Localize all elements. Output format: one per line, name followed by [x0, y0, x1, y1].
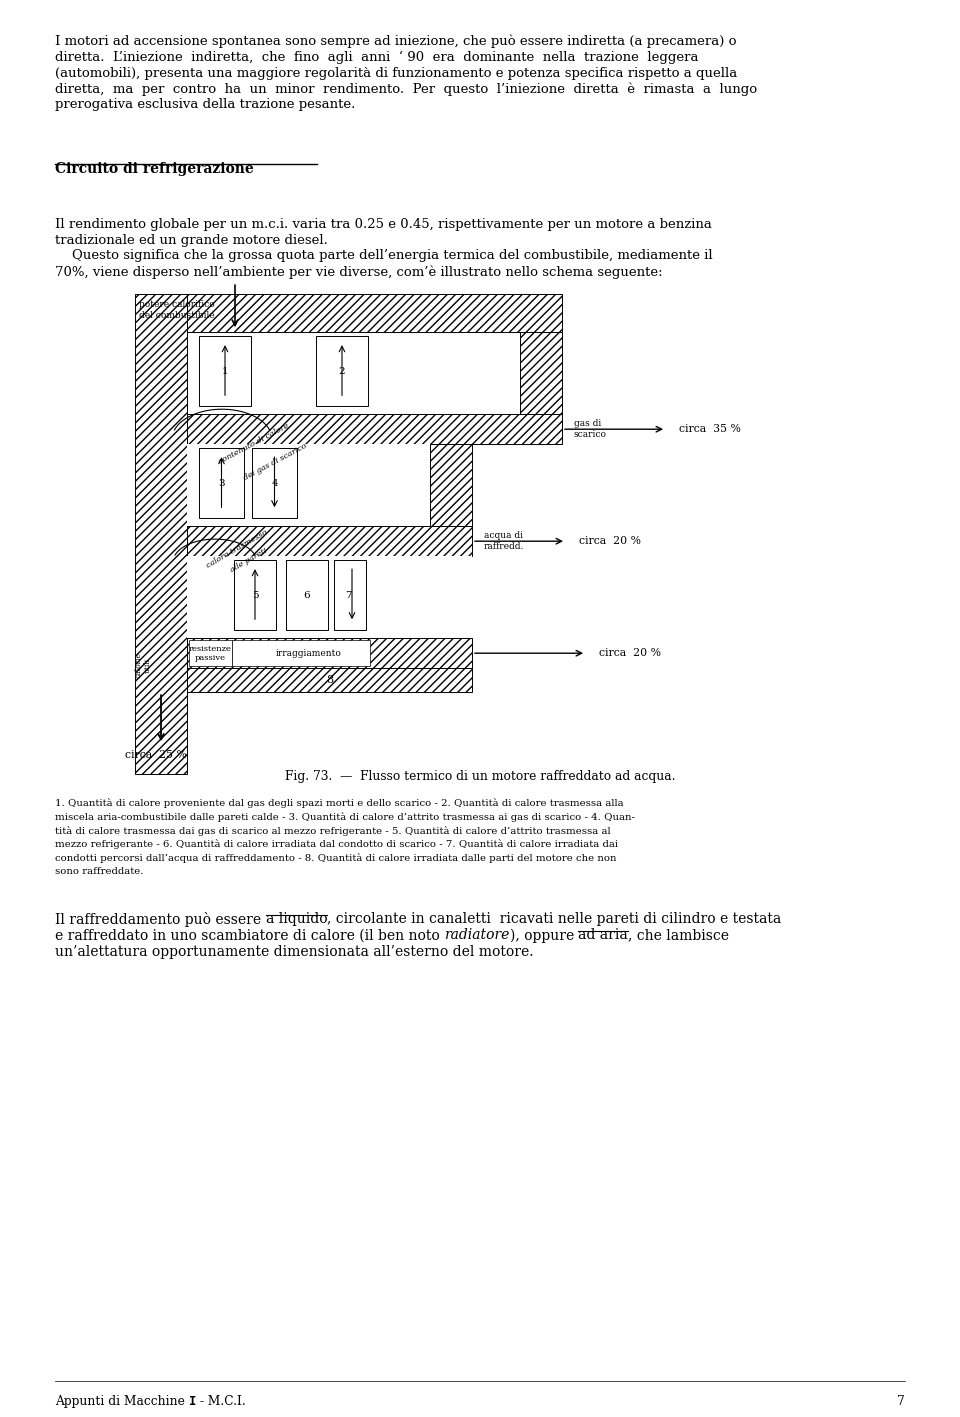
Text: a liquido: a liquido: [266, 911, 327, 925]
Text: diretta.  L’iniezione  indiretta,  che  fino  agli  anni  ‘ 90  era  dominante  : diretta. L’iniezione indiretta, che fino…: [55, 51, 699, 64]
Text: 8: 8: [326, 674, 333, 686]
Text: irraggiamento: irraggiamento: [276, 649, 342, 657]
Text: tità di calore trasmessa dai gas di scarico al mezzo refrigerante - 5. Quantità : tità di calore trasmessa dai gas di scar…: [55, 826, 611, 836]
Text: 4: 4: [271, 479, 277, 487]
Text: 6: 6: [303, 591, 310, 599]
Bar: [187, 444, 430, 526]
Text: resistenze
passive: resistenze passive: [189, 645, 232, 662]
Bar: [187, 557, 472, 638]
Bar: [199, 448, 244, 519]
Text: Appunti di Macchine: Appunti di Macchine: [55, 1394, 189, 1408]
Text: prerogativa esclusiva della trazione pesante.: prerogativa esclusiva della trazione pes…: [55, 98, 355, 111]
Text: 70%, viene disperso nell’ambiente per vie diverse, com’è illustrato nello schema: 70%, viene disperso nell’ambiente per vi…: [55, 265, 662, 279]
Text: Il raffreddamento può essere: Il raffreddamento può essere: [55, 911, 266, 927]
Text: , che lambisce: , che lambisce: [628, 928, 729, 942]
Text: 7: 7: [898, 1394, 905, 1408]
Text: circa  25 %: circa 25 %: [125, 750, 187, 760]
Text: 5: 5: [252, 591, 258, 599]
Bar: [199, 336, 251, 407]
Text: circa  20 %: circa 20 %: [599, 648, 661, 659]
Text: ad aria: ad aria: [578, 928, 628, 942]
Text: e raffreddato in uno scambiatore di calore (il ben noto: e raffreddato in uno scambiatore di calo…: [55, 928, 444, 942]
Text: calore trasmesso: calore trasmesso: [205, 529, 269, 570]
Text: - M.C.I.: - M.C.I.: [196, 1394, 246, 1408]
Text: 1: 1: [222, 367, 228, 376]
Text: mezzo refrigerante - 6. Quantità di calore irradiata dal condotto di scarico - 7: mezzo refrigerante - 6. Quantità di calo…: [55, 840, 618, 849]
Text: diretta,  ma  per  contro  ha  un  minor  rendimento.  Per  questo  l’iniezione : diretta, ma per contro ha un minor rendi…: [55, 82, 757, 96]
Text: circa  35 %: circa 35 %: [679, 424, 741, 434]
Text: 2: 2: [339, 367, 346, 376]
Bar: [316, 336, 368, 407]
Text: Fig. 73.  —  Flusso termico di un motore raffreddato ad acqua.: Fig. 73. — Flusso termico di un motore r…: [285, 771, 675, 784]
Text: ), oppure: ), oppure: [510, 928, 578, 942]
Text: , circolante in canaletti  ricavati nelle pareti di cilindro e testata: , circolante in canaletti ricavati nelle…: [327, 911, 781, 925]
Bar: [187, 669, 472, 691]
Text: sono raffreddate.: sono raffreddate.: [55, 867, 143, 876]
Bar: [187, 638, 472, 669]
Bar: [334, 560, 366, 631]
Text: potere calorifico
del combustibile: potere calorifico del combustibile: [139, 300, 215, 320]
Text: tradizionale ed un grande motore diesel.: tradizionale ed un grande motore diesel.: [55, 234, 328, 247]
Bar: [234, 560, 276, 631]
Text: miscela aria-combustibile dalle pareti calde - 3. Quantità di calore d’attrito t: miscela aria-combustibile dalle pareti c…: [55, 812, 635, 822]
Text: circa  20 %: circa 20 %: [579, 536, 641, 546]
Text: acqua di
raffredd.: acqua di raffredd.: [484, 531, 524, 551]
Text: contenuto di calore: contenuto di calore: [217, 422, 290, 466]
Text: 1. Quantità di calore proveniente dal gas degli spazi morti e dello scarico - 2.: 1. Quantità di calore proveniente dal ga…: [55, 798, 624, 808]
Text: gas di
scarico: gas di scarico: [574, 419, 607, 439]
Text: radiatore: radiatore: [444, 928, 510, 942]
Text: calorie
utili: calorie utili: [134, 652, 152, 679]
Bar: [286, 560, 328, 631]
Text: alle pareti: alle pareti: [229, 546, 269, 574]
Bar: [520, 332, 562, 414]
Text: un’alettatura opportunamente dimensionata all’esterno del motore.: un’alettatura opportunamente dimensionat…: [55, 945, 534, 959]
Text: dei gas di scarico: dei gas di scarico: [242, 442, 308, 482]
Text: Il rendimento globale per un m.c.i. varia tra 0.25 e 0.45, rispettivamente per u: Il rendimento globale per un m.c.i. vari…: [55, 218, 712, 231]
Bar: [252, 448, 297, 519]
Text: 3: 3: [218, 479, 225, 487]
Text: 7: 7: [345, 591, 351, 599]
Bar: [135, 295, 187, 774]
Text: Circuito di refrigerazione: Circuito di refrigerazione: [55, 163, 253, 176]
Text: Questo significa che la grossa quota parte dell’energia termica del combustibile: Questo significa che la grossa quota par…: [55, 249, 712, 262]
Bar: [430, 444, 472, 526]
Text: (automobili), presenta una maggiore regolarità di funzionamento e potenza specif: (automobili), presenta una maggiore rego…: [55, 67, 737, 79]
Bar: [187, 295, 562, 332]
Text: I: I: [189, 1394, 196, 1408]
Bar: [187, 414, 562, 444]
Bar: [189, 640, 232, 666]
Bar: [232, 640, 370, 666]
Text: I motori ad accensione spontanea sono sempre ad iniezione, che può essere indire: I motori ad accensione spontanea sono se…: [55, 35, 736, 48]
Text: condotti percorsi dall’acqua di raffreddamento - 8. Quantità di calore irradiata: condotti percorsi dall’acqua di raffredd…: [55, 853, 616, 863]
Bar: [187, 526, 472, 557]
